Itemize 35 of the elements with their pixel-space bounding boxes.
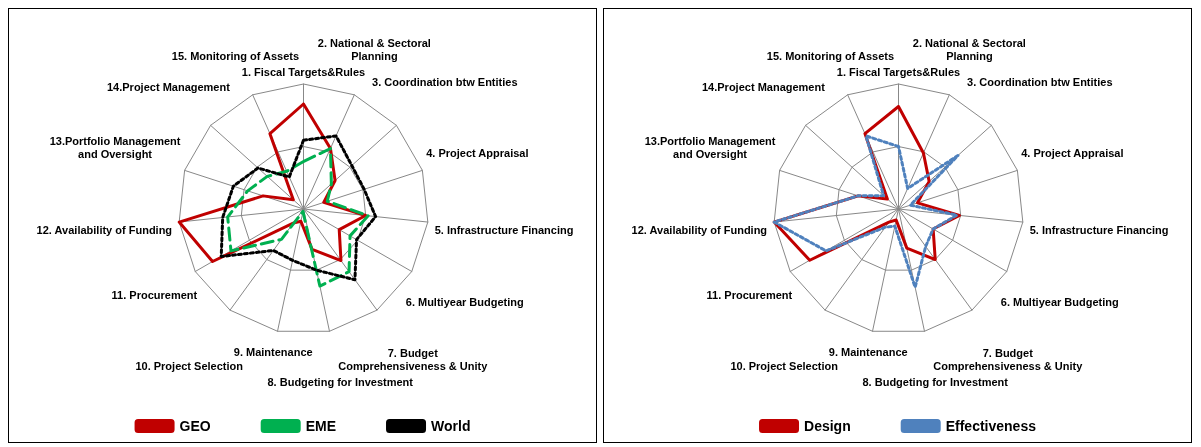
legend-label: Design (804, 418, 851, 434)
spoke-label: 12. Availability of Funding (36, 223, 173, 236)
spoke-label: 10. Project Selection (730, 360, 839, 373)
spoke-label: 6. Multiyear Budgeting (405, 296, 524, 309)
spoke-label: 1. Fiscal Targets&Rules (836, 65, 961, 78)
spoke-label: 7. Budget Comprehensiveness & Unity (338, 346, 489, 372)
spoke-label: 9. Maintenance (828, 345, 908, 358)
spoke-label: 4. Project Appraisal (1021, 146, 1124, 159)
spoke-label: 3. Coordination btw Entities (967, 75, 1113, 88)
spoke-label: 15. Monitoring of Assets (171, 50, 300, 63)
spoke-label: 5. Infrastructure Financing (434, 224, 574, 237)
spoke-label: 15. Monitoring of Assets (766, 50, 895, 63)
spoke-label: 13.Portfolio Management and Oversight (49, 135, 181, 161)
legend-label: EME (305, 418, 337, 434)
spoke-label: 8. Budgeting for Investment (862, 375, 1009, 388)
spoke-label: 9. Maintenance (233, 345, 313, 358)
spoke-label: 4. Project Appraisal (426, 146, 529, 159)
spoke-label: 6. Multiyear Budgeting (1000, 296, 1119, 309)
spoke-label: 8. Budgeting for Investment (267, 375, 414, 388)
spoke-label: 2. National & Sectoral Planning (317, 37, 431, 63)
spoke-label: 5. Infrastructure Financing (1029, 224, 1169, 237)
spoke-label: 12. Availability of Funding (631, 223, 768, 236)
spoke-label: 13.Portfolio Management and Oversight (644, 135, 776, 161)
spoke-label: 11. Procurement (111, 289, 198, 302)
spoke-label: 1. Fiscal Targets&Rules (241, 65, 366, 78)
spoke-label: 14.Project Management (107, 81, 231, 94)
spoke-label: 7. Budget Comprehensiveness & Unity (933, 346, 1084, 372)
spoke-label: 11. Procurement (706, 289, 793, 302)
spoke-label: 10. Project Selection (135, 360, 244, 373)
spoke-label: 3. Coordination btw Entities (372, 75, 518, 88)
legend-label: Effectiveness (945, 418, 1037, 434)
spoke-label: 14.Project Management (702, 81, 826, 94)
legend-label: World (431, 418, 471, 434)
spoke-label: 2. National & Sectoral Planning (912, 37, 1026, 63)
legend-label: GEO (179, 418, 211, 434)
